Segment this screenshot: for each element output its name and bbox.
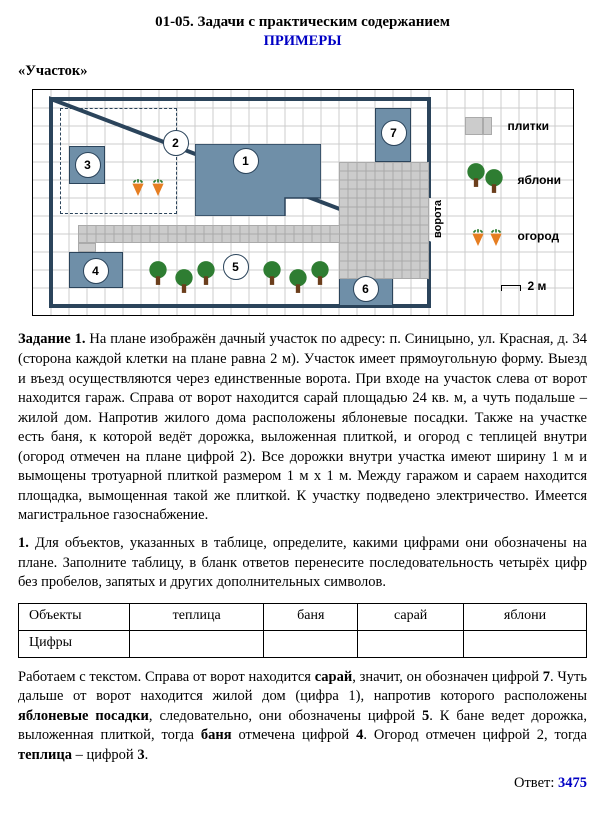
carrot-icon bbox=[149, 178, 167, 196]
page-title: 01-05. Задачи с практическим содержанием bbox=[18, 12, 587, 32]
table-cell bbox=[464, 630, 587, 657]
carrot-icon bbox=[129, 178, 147, 196]
gate-label: ворота bbox=[431, 200, 446, 238]
explanation-text: Работаем с текстом. Справа от ворот нахо… bbox=[18, 668, 587, 766]
scale-bar bbox=[501, 285, 521, 291]
legend-garden-label: огород bbox=[518, 228, 560, 244]
table-cell: сарай bbox=[358, 603, 464, 630]
marker-6: 6 bbox=[353, 276, 379, 302]
table-cell bbox=[264, 630, 358, 657]
tree-icon bbox=[195, 260, 217, 286]
legend-apples-label: яблони bbox=[518, 172, 562, 188]
table-cell bbox=[358, 630, 464, 657]
table-row: Объекты теплица баня сарай яблони bbox=[19, 603, 587, 630]
table-cell: яблони bbox=[464, 603, 587, 630]
table-cell: баня bbox=[264, 603, 358, 630]
marker-5: 5 bbox=[223, 254, 249, 280]
marker-3: 3 bbox=[75, 152, 101, 178]
marker-4: 4 bbox=[83, 258, 109, 284]
section-label: «Участок» bbox=[18, 62, 587, 82]
tree-icon bbox=[173, 268, 195, 294]
marker-2: 2 bbox=[163, 130, 189, 156]
answer-line: Ответ: 3475 bbox=[18, 774, 587, 794]
legend-tile-icon bbox=[465, 117, 483, 135]
marker-7: 7 bbox=[381, 120, 407, 146]
subtask1-text: 1. Для объектов, указанных в таблице, оп… bbox=[18, 534, 587, 593]
carrot-icon bbox=[487, 228, 505, 246]
scale-label: 2 м bbox=[528, 278, 547, 294]
table-cell: Цифры bbox=[19, 630, 130, 657]
table-cell bbox=[130, 630, 264, 657]
tree-icon bbox=[287, 268, 309, 294]
task1-text: Задание 1. На плане изображён дачный уча… bbox=[18, 330, 587, 526]
marker-1: 1 bbox=[233, 148, 259, 174]
tree-icon bbox=[261, 260, 283, 286]
plan-diagram: 1 2 3 4 5 6 7 плитки яблони огород ворот… bbox=[18, 89, 587, 316]
page-subtitle: ПРИМЕРЫ bbox=[18, 32, 587, 52]
legend-tile-icon bbox=[483, 117, 492, 135]
carrot-icon bbox=[469, 228, 487, 246]
tree-icon bbox=[483, 168, 505, 194]
tree-icon bbox=[147, 260, 169, 286]
tree-icon bbox=[309, 260, 331, 286]
answer-table: Объекты теплица баня сарай яблони Цифры bbox=[18, 603, 587, 658]
table-row: Цифры bbox=[19, 630, 587, 657]
table-cell: Объекты bbox=[19, 603, 130, 630]
legend-tiles-label: плитки bbox=[508, 118, 550, 134]
table-cell: теплица bbox=[130, 603, 264, 630]
